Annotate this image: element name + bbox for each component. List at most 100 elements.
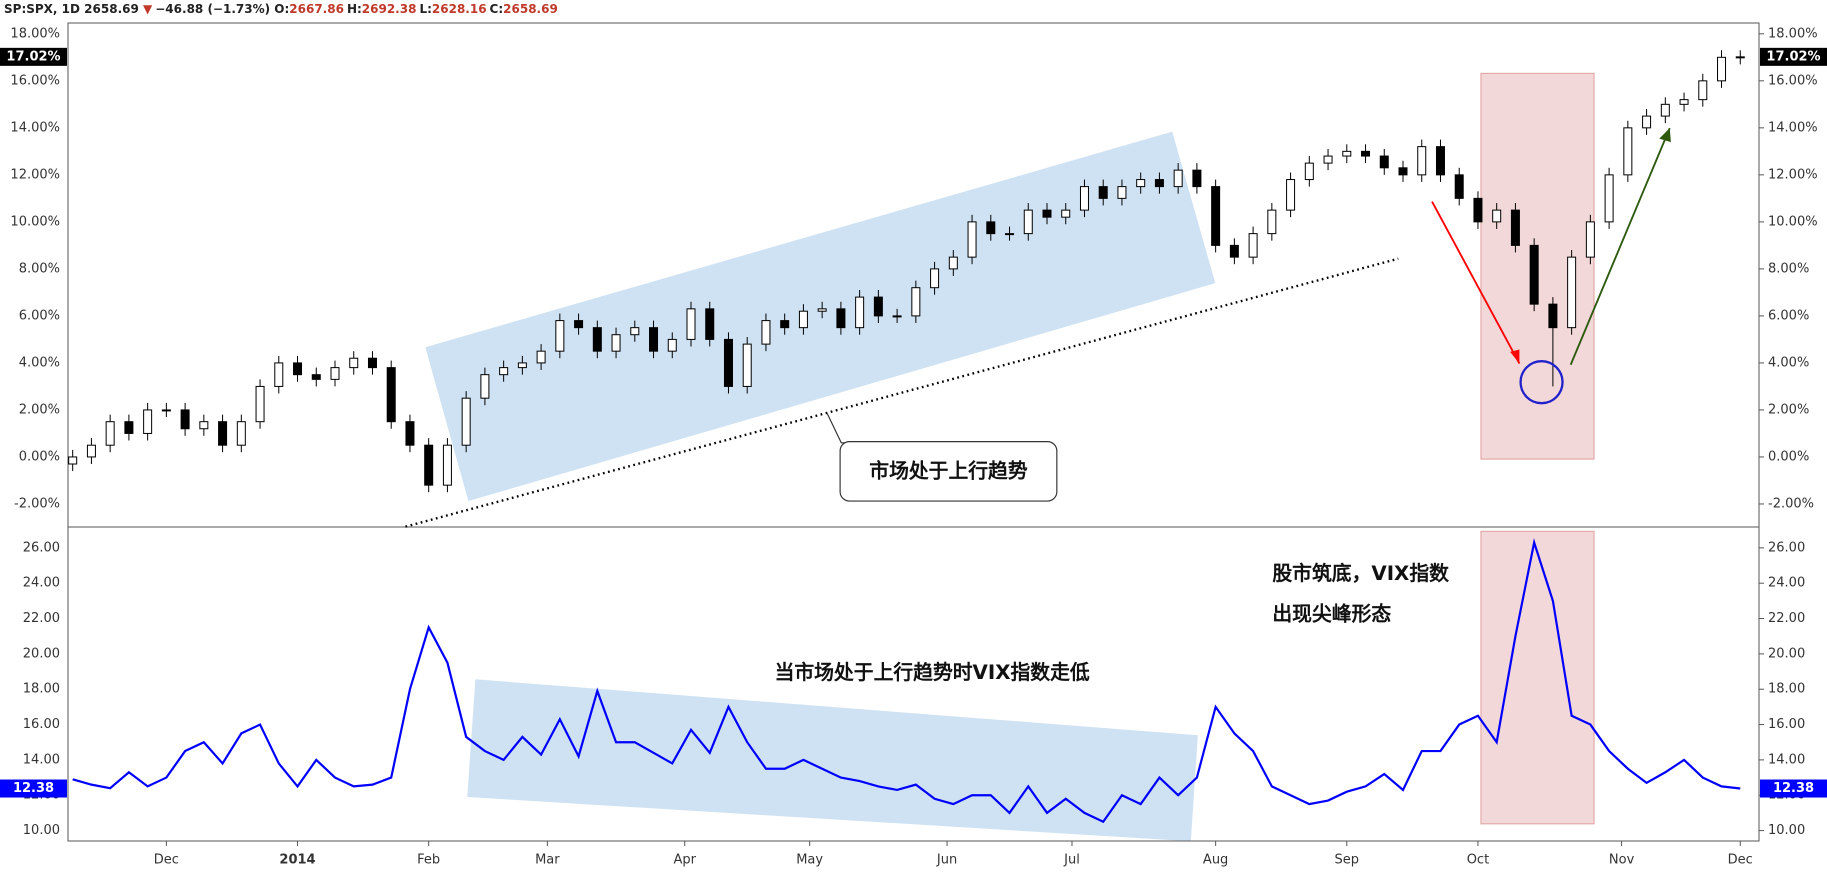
candle-body bbox=[723, 338, 733, 387]
x-tick-label: Aug bbox=[1203, 853, 1228, 868]
y-tick-label: 2.00% bbox=[1768, 402, 1809, 417]
candle-body bbox=[761, 320, 771, 345]
candle-body bbox=[667, 338, 677, 352]
candle-body bbox=[330, 367, 340, 380]
field-value: 2667.86 bbox=[289, 2, 344, 16]
candle-body bbox=[574, 320, 584, 329]
candle-body bbox=[367, 357, 377, 369]
candle-body bbox=[1098, 186, 1108, 199]
x-tick-label: Jun bbox=[936, 853, 957, 868]
candle-body bbox=[817, 308, 827, 312]
candle-body bbox=[1417, 146, 1427, 176]
y-tick-label: 24.00 bbox=[1768, 576, 1805, 591]
up-arrow-head bbox=[1659, 128, 1671, 143]
field-label: L: bbox=[419, 2, 432, 16]
spike-label: 出现尖峰形态 bbox=[1272, 603, 1391, 626]
candle-body bbox=[1042, 209, 1052, 218]
field-value: 2658.69 bbox=[503, 2, 558, 16]
x-tick-label: Oct bbox=[1467, 853, 1489, 868]
candle-body bbox=[86, 444, 96, 458]
candle-body bbox=[461, 397, 471, 446]
bottom-circle bbox=[1519, 360, 1564, 405]
candle-body bbox=[1585, 221, 1595, 258]
candle-body bbox=[948, 256, 958, 270]
candle-body bbox=[1136, 179, 1146, 188]
candle-body bbox=[1492, 209, 1502, 223]
y-tick-label: 20.00 bbox=[1768, 646, 1805, 661]
candle-body bbox=[68, 456, 78, 465]
symbol: SP:SPX, 1D bbox=[4, 2, 80, 16]
candle-body bbox=[1229, 244, 1239, 258]
change: −46.88 (−1.73%) bbox=[155, 2, 271, 16]
candle-body bbox=[274, 362, 284, 387]
candle-body bbox=[1435, 146, 1445, 176]
y-tick-label: 18.00% bbox=[1768, 26, 1818, 41]
y-tick-label: 14.00 bbox=[23, 752, 60, 767]
y-tick-label: 20.00 bbox=[23, 646, 60, 661]
y-tick-label: -2.00% bbox=[1768, 496, 1814, 511]
vix-band bbox=[467, 679, 1198, 842]
field-label: O: bbox=[274, 2, 290, 16]
candle-body bbox=[1529, 244, 1539, 305]
last-value-label: 17.02% bbox=[6, 49, 60, 64]
y-tick-label: 14.00 bbox=[1768, 752, 1805, 767]
candle-body bbox=[930, 268, 940, 289]
last-value-tag bbox=[1760, 779, 1827, 798]
candle-body bbox=[1735, 56, 1745, 59]
y-tick-label: 12.00% bbox=[1768, 167, 1818, 182]
candle-body bbox=[1398, 167, 1408, 176]
y-tick-label: 24.00 bbox=[23, 576, 60, 591]
y-tick-label: 14.00% bbox=[1768, 120, 1818, 135]
y-tick-label: 10.00 bbox=[1768, 823, 1805, 838]
up-arrow bbox=[1569, 127, 1671, 366]
candle-body bbox=[592, 327, 602, 352]
candle-body bbox=[1604, 174, 1614, 223]
candle-body bbox=[1379, 155, 1389, 169]
y-tick-label: 18.00% bbox=[10, 26, 60, 41]
candle-body bbox=[873, 296, 883, 317]
y-tick-label: 10.00% bbox=[10, 214, 60, 229]
callout-pointer bbox=[826, 413, 869, 444]
down-arrow-head bbox=[1510, 349, 1520, 364]
candle-body bbox=[780, 320, 790, 329]
candle-body bbox=[798, 310, 808, 329]
y-tick-label: 26.00 bbox=[23, 540, 60, 555]
candle-body bbox=[1679, 99, 1689, 105]
annotation-shapes bbox=[425, 72, 1595, 842]
candle-body bbox=[1304, 162, 1314, 181]
field-value: 2692.38 bbox=[361, 2, 417, 16]
candle-body bbox=[1061, 209, 1071, 218]
candle-body bbox=[1267, 209, 1277, 235]
candle-body bbox=[1286, 179, 1296, 211]
candle-body bbox=[1173, 169, 1183, 188]
candle-body bbox=[405, 421, 415, 446]
candle-body bbox=[855, 296, 865, 329]
candle-body bbox=[611, 334, 621, 352]
spike-label: 股市筑底，VIX指数 bbox=[1272, 562, 1449, 585]
candle-body bbox=[143, 409, 153, 434]
last-value-tag bbox=[0, 779, 67, 798]
y-tick-label: 22.00 bbox=[23, 611, 60, 626]
candle-body bbox=[218, 421, 228, 446]
candle-body bbox=[967, 221, 977, 258]
y-tick-label: 6.00% bbox=[1768, 308, 1809, 323]
vix-spike-zone bbox=[1480, 530, 1595, 825]
candle-body bbox=[1323, 155, 1333, 164]
y-tick-label: 4.00% bbox=[19, 355, 60, 370]
y-tick-label: 16.00 bbox=[23, 717, 60, 732]
candle-body bbox=[1510, 209, 1520, 246]
symbol-header: SP:SPX, 1D 2658.69 ▼ −46.88 (−1.73%) O:26… bbox=[4, 2, 561, 16]
candle-body bbox=[1548, 303, 1558, 329]
candle-body bbox=[986, 221, 996, 235]
candle-body bbox=[311, 374, 321, 380]
candle-body bbox=[424, 444, 434, 486]
last-value-tag bbox=[0, 47, 67, 66]
y-tick-label: 6.00% bbox=[19, 308, 60, 323]
x-tick-label: 2014 bbox=[279, 853, 315, 868]
candle-body bbox=[499, 367, 509, 376]
candle-body bbox=[686, 308, 696, 340]
last-value-label: 12.38 bbox=[13, 781, 54, 796]
candle-body bbox=[1342, 150, 1352, 157]
y-tick-label: 0.00% bbox=[1768, 449, 1809, 464]
